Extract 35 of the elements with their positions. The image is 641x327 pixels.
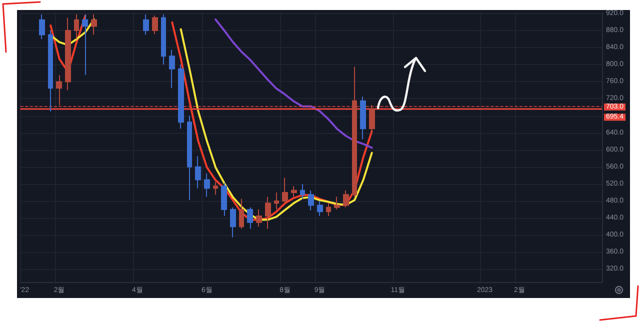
line-series xyxy=(214,18,373,149)
candlestick xyxy=(326,202,331,216)
candlestick xyxy=(152,15,158,34)
candlestick xyxy=(39,14,45,40)
candlestick xyxy=(308,190,314,211)
candlestick xyxy=(178,64,184,130)
candlestick xyxy=(221,182,227,216)
candlestick xyxy=(274,192,279,210)
candlestick xyxy=(317,200,323,216)
candlestick xyxy=(91,14,97,36)
candlestick xyxy=(230,206,236,238)
candlestick xyxy=(343,190,349,208)
candlestick xyxy=(369,104,375,134)
candlestick xyxy=(334,196,340,210)
candlestick xyxy=(161,14,166,66)
candlestick xyxy=(352,66,357,198)
candlestick xyxy=(56,74,62,106)
candlestick xyxy=(143,14,149,36)
candlestick xyxy=(195,156,201,189)
candlestick xyxy=(65,17,71,91)
candlestick xyxy=(256,209,262,228)
candlestick xyxy=(187,115,192,201)
candlestick xyxy=(48,30,53,112)
candlestick xyxy=(300,183,305,200)
candlestick xyxy=(213,181,218,196)
candlestick xyxy=(291,186,297,198)
candlestick xyxy=(282,177,288,202)
candlestick xyxy=(169,49,175,89)
candlestick xyxy=(360,96,366,140)
candlestick xyxy=(82,14,88,76)
candlestick xyxy=(74,14,79,40)
candlestick xyxy=(239,198,244,230)
candlestick xyxy=(204,172,210,198)
candlestick xyxy=(265,196,271,230)
candlestick xyxy=(247,206,253,230)
